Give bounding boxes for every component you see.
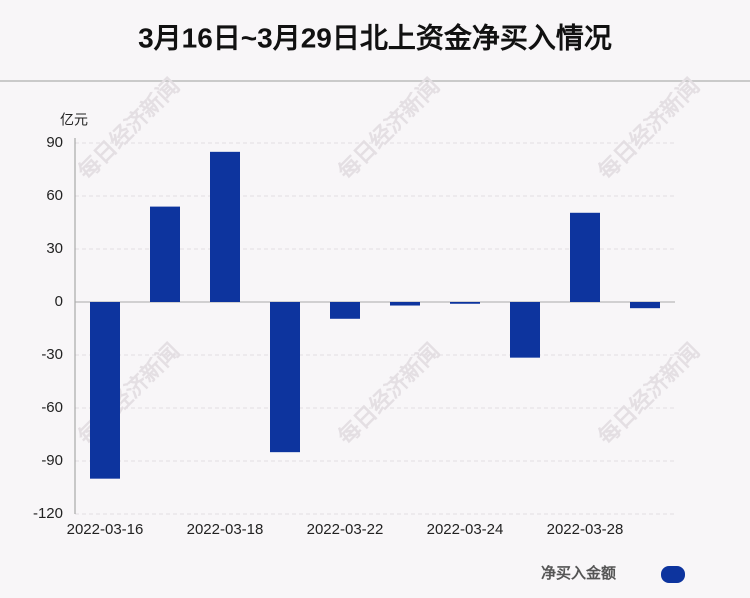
y-tick-label: 0 (55, 293, 63, 310)
bar (630, 302, 660, 309)
chart-title: 3月16日~3月29日北上资金净买入情况 (138, 21, 612, 53)
bar (90, 302, 120, 479)
bar (570, 212, 600, 302)
x-tick-label: 2022-03-28 (547, 521, 624, 538)
y-unit: 亿元 (60, 112, 88, 128)
x-tick-label: 2022-03-24 (427, 521, 504, 538)
x-tick-label: 2022-03-16 (67, 521, 144, 538)
y-tick-label: -60 (41, 399, 63, 416)
watermark: 每日经济新闻 (593, 73, 704, 184)
bar (150, 206, 180, 302)
bar (450, 302, 480, 304)
bar (510, 302, 540, 358)
bar (390, 302, 420, 306)
y-tick-label: 30 (46, 240, 63, 257)
y-tick-label: 60 (46, 187, 63, 204)
y-tick-label: -90 (41, 452, 63, 469)
y-tick-label: -30 (41, 346, 63, 363)
legend-label: 净买入金额 (541, 564, 616, 582)
x-tick-label: 2022-03-22 (307, 521, 384, 538)
watermark: 每日经济新闻 (333, 73, 444, 184)
bar (330, 302, 360, 319)
y-tick-label: -120 (33, 505, 63, 522)
x-tick-label: 2022-03-18 (187, 521, 264, 538)
bar (210, 151, 240, 302)
watermark: 每日经济新闻 (73, 73, 184, 184)
bar (270, 302, 300, 453)
y-tick-label: 90 (46, 134, 63, 151)
legend-swatch (661, 566, 685, 583)
